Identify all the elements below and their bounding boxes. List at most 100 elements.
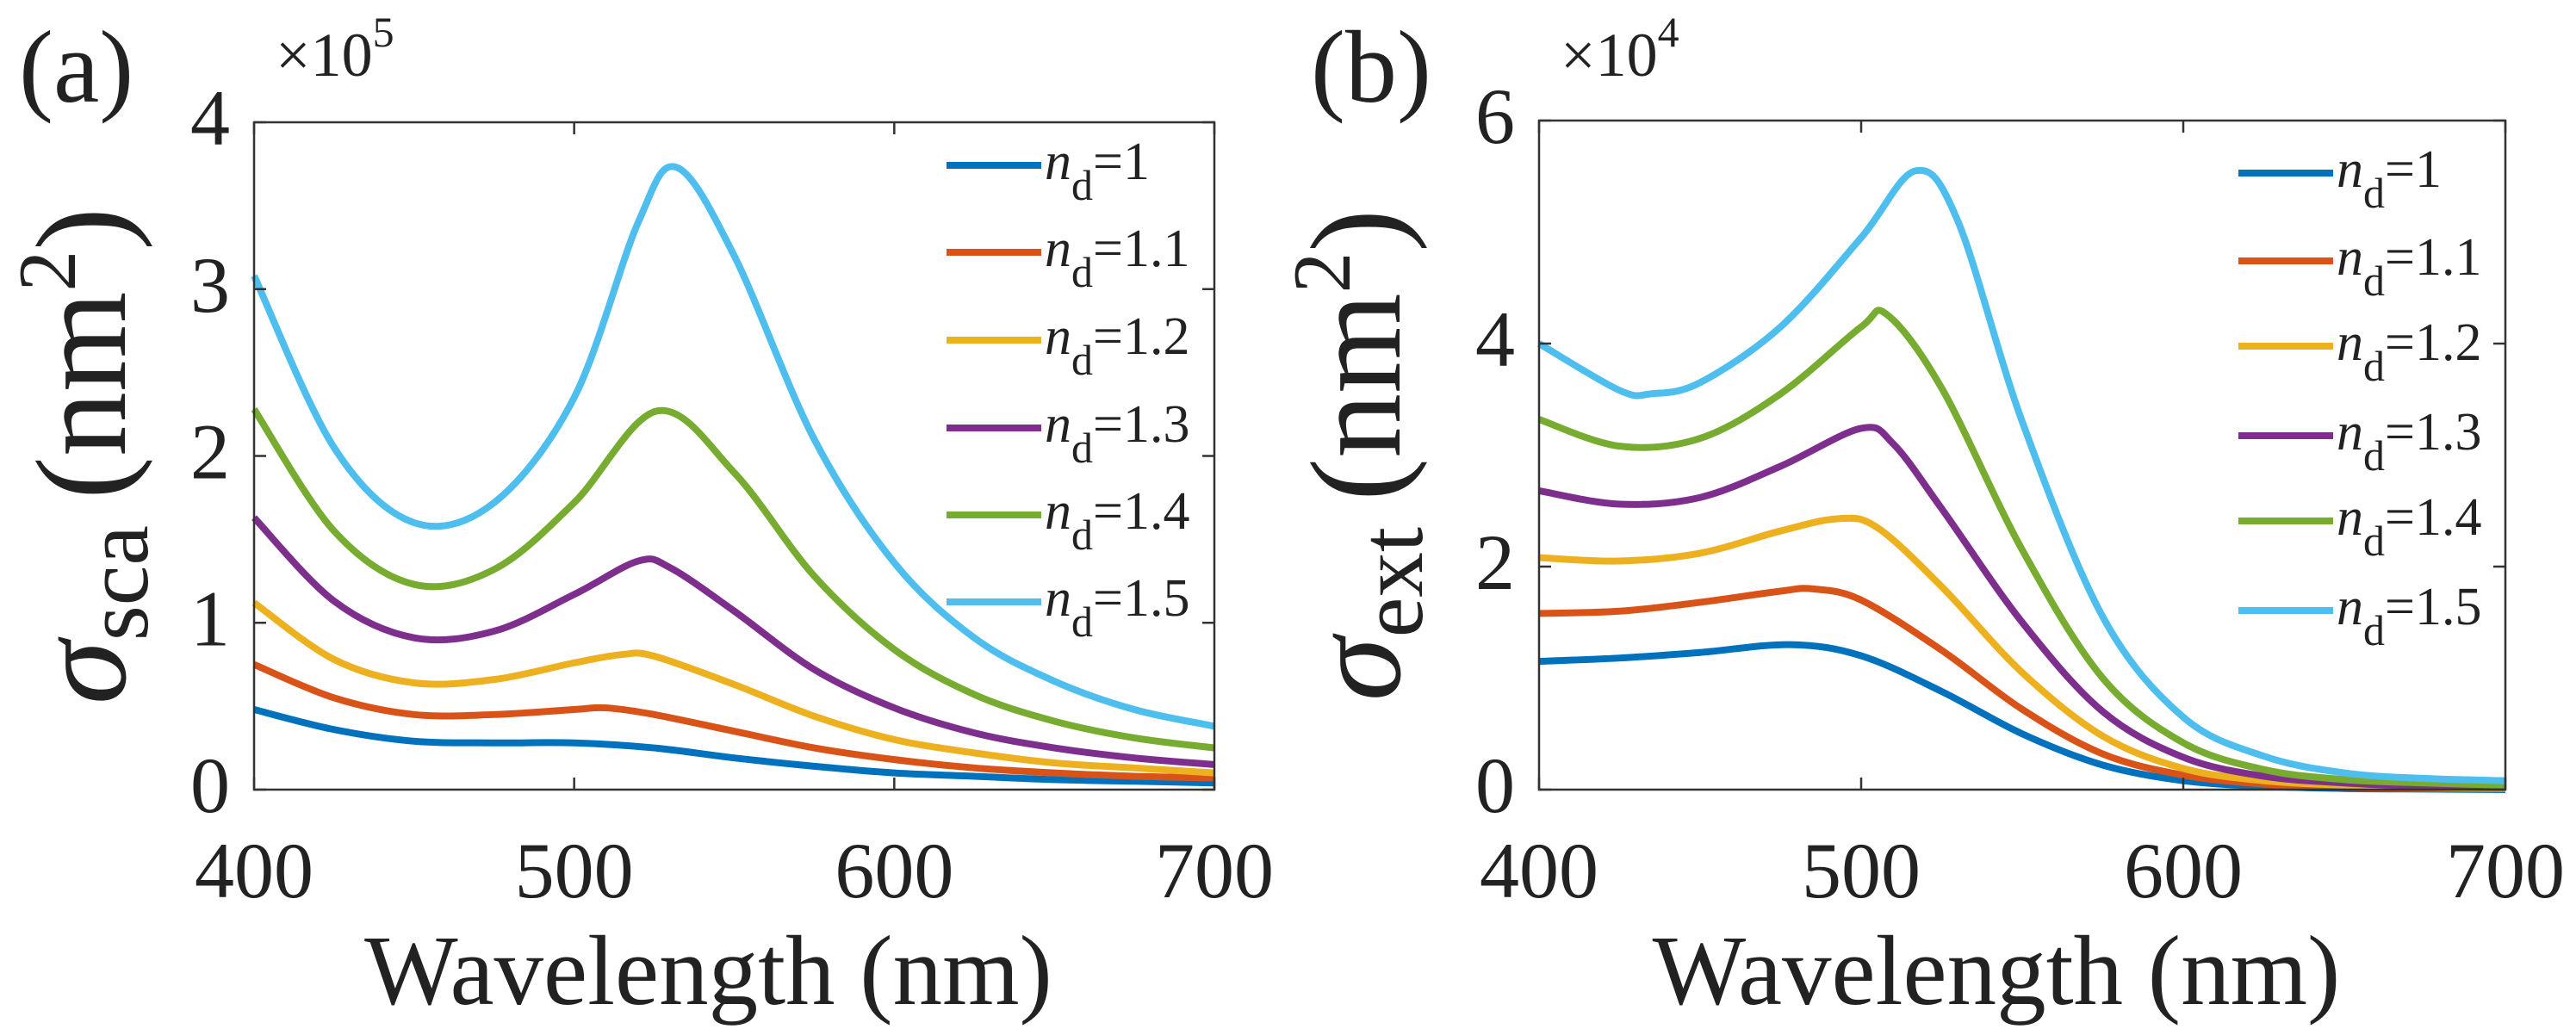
y-tick-label: 0 bbox=[190, 741, 230, 829]
legend-item: nd=1.4 bbox=[2238, 488, 2481, 565]
legend-item: nd=1.2 bbox=[2238, 313, 2481, 390]
series-line-4 bbox=[1537, 307, 2506, 789]
legend-label: nd=1.3 bbox=[2337, 403, 2481, 480]
unit-open: (nm bbox=[1285, 293, 1428, 501]
legend-var: n bbox=[2337, 140, 2363, 199]
legend-sub: d bbox=[1071, 424, 1093, 472]
legend-label: nd=1.1 bbox=[2337, 228, 2481, 305]
legend-sub: d bbox=[1071, 336, 1093, 384]
legend-val: =1.5 bbox=[2385, 578, 2481, 636]
axes-box bbox=[1537, 119, 2507, 791]
legend-item: nd=1.4 bbox=[947, 482, 1189, 559]
multiplier-exponent: 4 bbox=[1658, 8, 1679, 56]
y-axis-label: σsca (nm2) bbox=[2, 208, 167, 704]
legend-val: =1.3 bbox=[1093, 395, 1189, 454]
legend-label: nd=1 bbox=[2337, 140, 2442, 217]
legend-var: n bbox=[1045, 569, 1071, 628]
legend: nd=1nd=1.1nd=1.2nd=1.3nd=1.4nd=1.5 bbox=[947, 133, 1189, 646]
panel-label: (b) bbox=[1311, 9, 1431, 124]
series-line-5 bbox=[251, 163, 1215, 730]
legend-item: nd=1.3 bbox=[947, 395, 1189, 472]
multiplier-base: ×10 bbox=[1561, 21, 1658, 90]
legend-val: =1.5 bbox=[1093, 569, 1189, 628]
legend-var: n bbox=[1045, 482, 1071, 541]
x-tick-label: 500 bbox=[515, 827, 634, 914]
legend-sub: d bbox=[2363, 431, 2385, 480]
legend-var: n bbox=[2337, 313, 2363, 372]
axis-multiplier: ×104 bbox=[1561, 8, 1679, 90]
legend-var: n bbox=[1045, 395, 1071, 454]
legend-var: n bbox=[2337, 488, 2363, 547]
unit-close: ) bbox=[10, 208, 153, 251]
legend-label: nd=1.3 bbox=[1045, 395, 1189, 472]
x-tick-label: 400 bbox=[1480, 827, 1598, 914]
legend-item: nd=1 bbox=[2238, 140, 2442, 217]
legend-var: n bbox=[1045, 133, 1071, 191]
legend-val: =1.1 bbox=[2385, 228, 2481, 287]
sigma-symbol: σ bbox=[1285, 633, 1428, 701]
legend-item: nd=1.5 bbox=[947, 569, 1189, 646]
y-tick-label: 4 bbox=[190, 74, 230, 162]
legend-var: n bbox=[1045, 307, 1071, 366]
legend-var: n bbox=[2337, 578, 2363, 636]
series-line-0 bbox=[1538, 641, 2506, 793]
legend-label: nd=1.1 bbox=[1045, 220, 1189, 296]
y-tick-label: 4 bbox=[1475, 295, 1515, 383]
legend-sub: d bbox=[1071, 248, 1093, 296]
legend-label: nd=1.4 bbox=[1045, 482, 1189, 559]
legend-sub: d bbox=[1071, 161, 1093, 209]
y-axis-label: σext (nm2) bbox=[1276, 209, 1442, 701]
unit-exponent: 2 bbox=[2, 251, 93, 292]
legend-label: nd=1.2 bbox=[1045, 307, 1189, 384]
y-tick-label: 6 bbox=[1475, 72, 1515, 160]
legend-label: nd=1.4 bbox=[2337, 488, 2481, 565]
y-tick-label: 1 bbox=[190, 574, 230, 662]
legend-var: n bbox=[2337, 403, 2363, 462]
legend-val: =1 bbox=[2385, 140, 2442, 199]
legend-val: =1 bbox=[1093, 133, 1150, 191]
legend-sub: d bbox=[2363, 257, 2385, 305]
legend-val: =1.3 bbox=[2385, 403, 2481, 462]
multiplier-base: ×10 bbox=[276, 21, 373, 90]
legend-sub: d bbox=[2363, 606, 2385, 654]
legend-label: nd=1 bbox=[1045, 133, 1150, 209]
legend-sub: d bbox=[2363, 517, 2385, 565]
legend-val: =1.1 bbox=[1093, 220, 1189, 278]
x-tick-label: 700 bbox=[1155, 827, 1274, 914]
legend-sub: d bbox=[1071, 598, 1093, 646]
x-tick-label: 600 bbox=[2124, 827, 2243, 914]
legend-val: =1.2 bbox=[2385, 313, 2481, 372]
legend-item: nd=1.1 bbox=[947, 220, 1189, 296]
series-line-0 bbox=[253, 706, 1215, 787]
legend: nd=1nd=1.1nd=1.2nd=1.3nd=1.4nd=1.5 bbox=[2238, 140, 2481, 654]
legend-label: nd=1.5 bbox=[2337, 578, 2481, 654]
legend-val: =1.2 bbox=[1093, 307, 1189, 366]
legend-item: nd=1 bbox=[947, 133, 1150, 209]
sigma-symbol: σ bbox=[10, 636, 153, 704]
axis-multiplier: ×105 bbox=[276, 8, 394, 90]
series-line-3 bbox=[1538, 424, 2506, 791]
legend-item: nd=1.1 bbox=[2238, 228, 2481, 305]
legend-sub: d bbox=[2363, 342, 2385, 390]
legend-item: nd=1.5 bbox=[2238, 578, 2481, 654]
sigma-subscript: ext bbox=[1341, 527, 1442, 637]
series-line-3 bbox=[251, 515, 1215, 768]
legend-sub: d bbox=[2363, 169, 2385, 217]
legend-val: =1.4 bbox=[1093, 482, 1189, 541]
y-tick-label: 0 bbox=[1475, 741, 1515, 829]
series-line-4 bbox=[251, 406, 1215, 752]
unit-exponent: 2 bbox=[1276, 252, 1368, 294]
panel-label: (a) bbox=[19, 9, 133, 124]
legend-sub: d bbox=[1071, 511, 1093, 559]
series-line-1 bbox=[252, 660, 1215, 782]
x-tick-label: 600 bbox=[835, 827, 953, 914]
sigma-subscript: sca bbox=[66, 525, 167, 641]
y-tick-label: 3 bbox=[190, 241, 230, 329]
multiplier-exponent: 5 bbox=[373, 8, 394, 56]
legend-var: n bbox=[1045, 220, 1071, 278]
legend-val: =1.4 bbox=[2385, 488, 2481, 547]
x-axis-label: Wavelength (nm) bbox=[1653, 916, 2341, 1026]
x-axis-label: Wavelength (nm) bbox=[364, 916, 1052, 1026]
